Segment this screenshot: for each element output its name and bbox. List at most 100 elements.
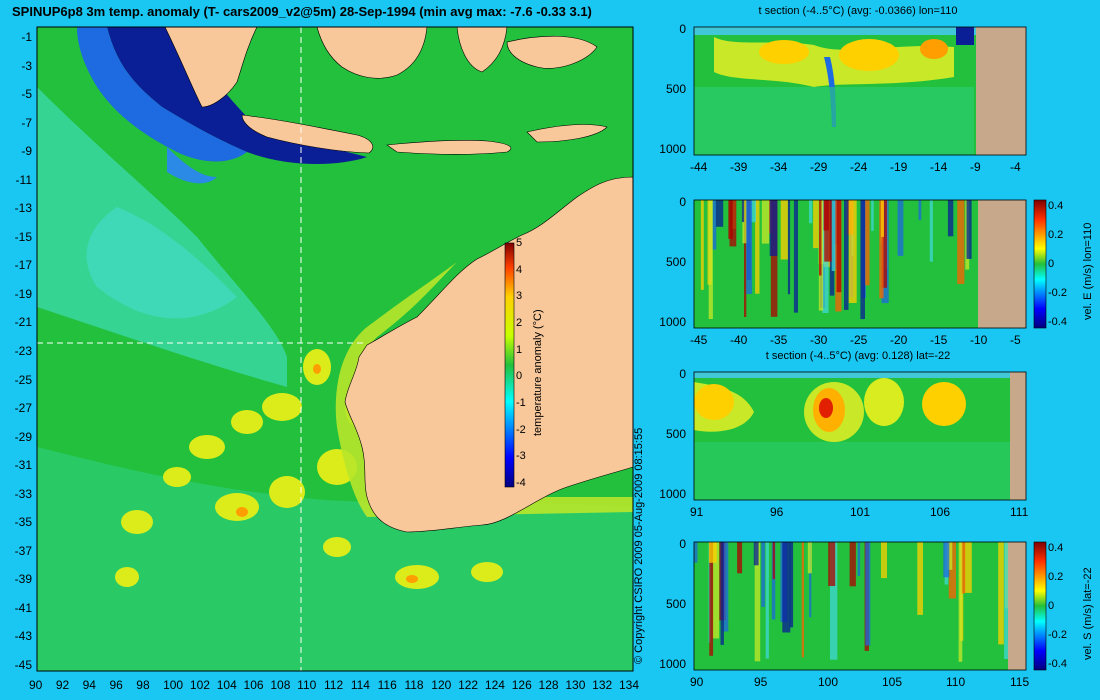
lon-tick-label: 130 — [565, 678, 586, 692]
lat-tick-label: -5 — [21, 87, 32, 102]
lat-tick-label: -7 — [21, 115, 32, 130]
x-tick-label: -19 — [890, 160, 908, 174]
map-lat-axis: -1 -3 -5 -7 -9 -11 -13 -15 -17 -19 -21 -23 -25 -27 -29… — [0, 27, 36, 672]
x-tick-label: -39 — [730, 160, 748, 174]
lon-tick-label: 108 — [270, 678, 291, 692]
timor — [526, 124, 608, 143]
lon-tick-label: 114 — [350, 678, 370, 692]
sumatra — [164, 26, 258, 108]
depth-tick-label: 500 — [665, 255, 686, 269]
lat-tick-label: -25 — [14, 372, 32, 387]
colorbar-tick-label: 4 — [516, 263, 523, 276]
cold-upwelling-dark — [107, 27, 367, 164]
cold-upwelling-blue — [77, 27, 247, 162]
x-tick-label: 100 — [818, 675, 839, 689]
x-tick-label: -30 — [810, 333, 828, 347]
lat-tick-label: -9 — [21, 144, 32, 159]
x-tick-label: -10 — [970, 333, 988, 347]
panel2-colorbar-label: vel. E (m/s) lon=110 — [1082, 222, 1094, 320]
lat-tick-label: -31 — [14, 458, 32, 473]
panel2-colorbar-ticks: 0.4 0.2 0 -0.2 -0.4 — [1048, 200, 1078, 328]
lat-tick-label: -27 — [14, 401, 32, 416]
colorbar-tick-label: -3 — [516, 450, 526, 463]
plot-title: SPINUP6p8 3m temp. anomaly (T- cars2009_… — [12, 4, 592, 19]
lon-tick-label: 104 — [216, 678, 237, 692]
map-colorbar — [504, 242, 515, 488]
lon-tick-label: 132 — [592, 678, 613, 692]
lon-tick-label: 90 — [29, 678, 43, 692]
lat-tick-label: -41 — [14, 600, 32, 615]
panel4-x-axis: 90 95 100 105 110 115 — [690, 675, 1029, 691]
lat-tick-label: -1 — [21, 30, 32, 44]
eastern-islands — [506, 35, 598, 69]
x-tick-label: -44 — [690, 160, 708, 174]
panel3-x-axis: 91 96 101 106 111 — [690, 505, 1029, 521]
colorbar-tick-label: -0.4 — [1048, 658, 1067, 670]
panel2-x-axis: -45 -40 -35 -30 -25 -20 -15 -10 -5 — [690, 333, 1026, 349]
lat-tick-label: -15 — [14, 229, 32, 244]
lat-tick-label: -37 — [14, 543, 32, 558]
lat-tick-label: -3 — [21, 58, 32, 73]
panel1-title: t section (-4..5°C) (avg: -0.0366) lon=1… — [758, 5, 958, 17]
lon-tick-label: 124 — [484, 678, 505, 692]
panel3-temp-section[interactable] — [693, 371, 1027, 501]
java — [241, 114, 373, 154]
x-tick-label: -35 — [770, 333, 788, 347]
lon-tick-label: 118 — [404, 678, 424, 692]
panel1-temp-section[interactable] — [693, 26, 1027, 156]
x-tick-label: 111 — [1010, 505, 1029, 519]
x-tick-label: -4 — [1010, 160, 1021, 174]
colorbar-tick-label: 0 — [1048, 258, 1055, 270]
lon-tick-label: 116 — [377, 678, 397, 692]
x-tick-label: -5 — [1010, 333, 1021, 347]
x-tick-label: -34 — [770, 160, 788, 174]
lon-tick-label: 134 — [619, 678, 640, 692]
lat-tick-label: -39 — [14, 572, 32, 587]
panel1-y-axis: 0 500 1000 — [650, 22, 690, 156]
x-tick-label: 110 — [946, 675, 966, 689]
panel2-velocity-east-section[interactable] — [693, 199, 1027, 329]
depth-tick-label: 0 — [679, 22, 686, 36]
x-tick-label: -20 — [890, 333, 908, 347]
map-colorbar-label: temperature anomaly (°C) — [532, 309, 544, 436]
lon-tick-label: 128 — [538, 678, 559, 692]
lat-tick-label: -17 — [14, 258, 32, 273]
copyright-text: © Copyright CSIRO 2009 05-Aug-2009 08:15… — [633, 427, 645, 664]
panel2-colorbar — [1033, 199, 1047, 329]
lat-tick-label: -29 — [14, 429, 32, 444]
temperature-anomaly-map[interactable] — [36, 26, 634, 672]
lat-tick-label: -21 — [14, 315, 32, 330]
cool-eddy-field-2 — [86, 207, 237, 319]
x-tick-label: -25 — [850, 333, 868, 347]
lat-tick-label: -45 — [14, 658, 32, 672]
lat-tick-label: -19 — [14, 286, 32, 301]
panel4-colorbar-ticks: 0.4 0.2 0 -0.2 -0.4 — [1048, 542, 1078, 670]
depth-tick-label: 500 — [665, 427, 686, 441]
depth-tick-label: 1000 — [659, 657, 686, 671]
borneo — [316, 26, 428, 79]
panel3-y-axis: 0 500 1000 — [650, 367, 690, 501]
panel1-x-axis: -44 -39 -34 -29 -24 -19 -14 -9 -4 — [690, 160, 1026, 176]
x-tick-label: 105 — [882, 675, 903, 689]
lat-tick-label: -33 — [14, 486, 32, 501]
panel4-velocity-south-section[interactable] — [693, 541, 1027, 671]
panel4-colorbar — [1033, 541, 1047, 671]
lat-tick-label: -23 — [14, 344, 32, 358]
australia-landmass — [344, 176, 634, 533]
panel4-y-axis: 0 500 1000 — [650, 537, 690, 671]
colorbar-tick-label: 0.2 — [1048, 571, 1064, 583]
depth-tick-label: 1000 — [659, 315, 686, 329]
lon-tick-label: 120 — [431, 678, 452, 692]
x-tick-label: 96 — [770, 505, 784, 519]
panel3-title: t section (-4..5°C) (avg: 0.128) lat=-22 — [765, 350, 951, 362]
depth-tick-label: 500 — [665, 597, 686, 611]
colorbar-tick-label: 1 — [516, 343, 523, 356]
colorbar-tick-label: -2 — [516, 423, 526, 436]
panel2-y-axis: 0 500 1000 — [650, 195, 690, 329]
lon-tick-label: 102 — [189, 678, 210, 692]
lon-tick-label: 98 — [136, 678, 150, 692]
colorbar-tick-label: -1 — [516, 397, 526, 409]
lat-tick-label: -11 — [15, 172, 32, 187]
lesser-sunda-islands — [386, 140, 512, 155]
colorbar-tick-label: 2 — [516, 317, 523, 329]
